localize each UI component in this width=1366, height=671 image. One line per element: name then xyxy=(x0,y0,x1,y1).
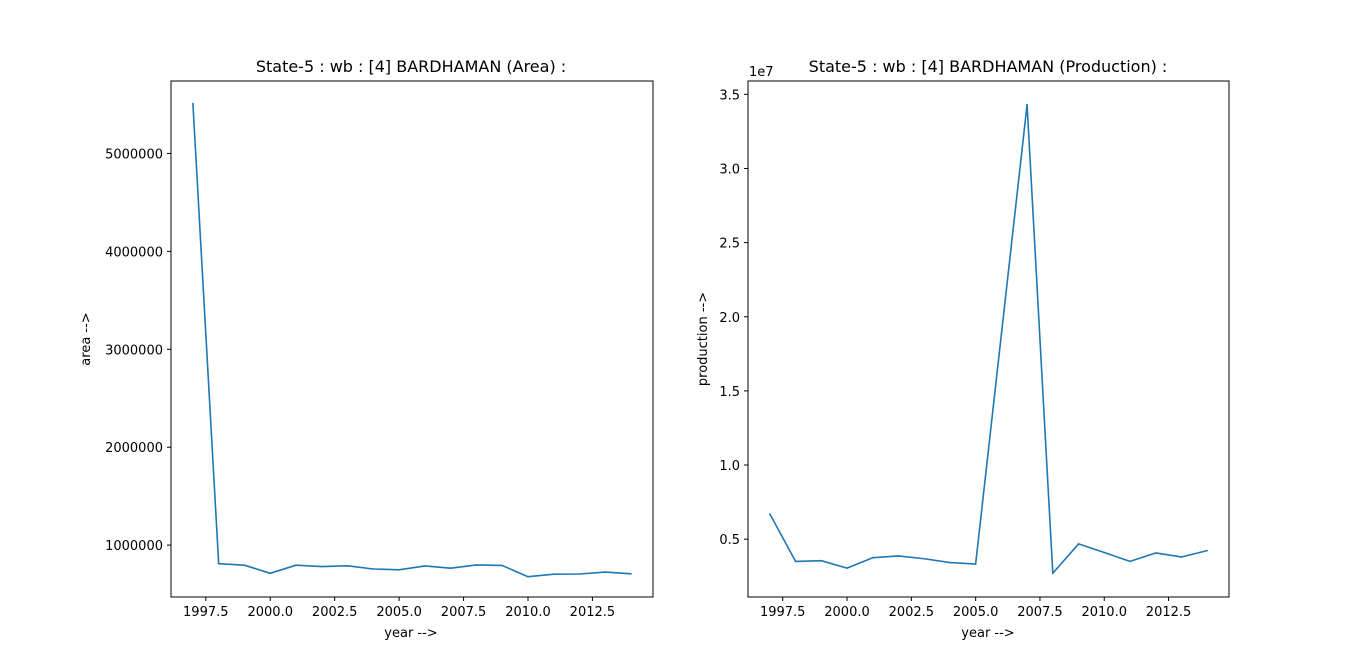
production-chart-data-point xyxy=(1000,333,1003,336)
area-chart-x-tick-label: 2007.5 xyxy=(441,605,487,620)
production-chart-x-ticks: 1997.5 2000.0 2002.5 2005.0 2007.5 2010.0 2012… xyxy=(760,597,1191,620)
area-chart-x-tick-label: 2010.0 xyxy=(505,605,551,620)
area-chart-data-point xyxy=(552,573,555,575)
area-chart-data-point xyxy=(630,572,632,575)
area-chart-data-point xyxy=(372,568,375,570)
production-chart-x-tick-label: 2002.5 xyxy=(889,605,935,620)
area-chart-data-point xyxy=(424,565,426,567)
area-chart-data-point xyxy=(243,564,246,566)
production-chart-y-tick-label: 2.0 xyxy=(719,311,740,326)
production-chart-data-point xyxy=(974,563,977,565)
area-chart-y-axis-label: area --> xyxy=(79,312,94,365)
area-chart-x-tick-label: 2012.5 xyxy=(570,605,616,620)
area-chart-data-point xyxy=(346,564,349,567)
area-chart-data-point xyxy=(398,568,400,571)
production-chart: State-5 : wb : [4] BARDHAMAN (Production… xyxy=(696,57,1230,641)
production-chart-y-tick-label: 3.5 xyxy=(719,88,740,103)
area-chart-y-tick-label: 4000000 xyxy=(105,245,163,260)
area-chart-y-tick-label: 2000000 xyxy=(105,441,163,456)
area-chart-x-tick-label: 2002.5 xyxy=(312,605,358,620)
area-chart-data-point xyxy=(527,575,529,578)
production-chart-x-tick-label: 2010.0 xyxy=(1081,605,1127,620)
production-chart-data-point xyxy=(846,567,848,569)
area-chart-y-ticks: 1000000 2000000 3000000 4000000 5000000 xyxy=(105,147,171,554)
production-chart-plot xyxy=(769,103,1208,575)
area-chart-data-point xyxy=(269,572,272,575)
production-chart-data-point xyxy=(1103,551,1106,554)
area-chart-data-point xyxy=(217,562,220,565)
production-chart-data-point xyxy=(820,559,823,562)
production-chart-x-tick-label: 2012.5 xyxy=(1146,605,1192,620)
production-chart-y-tick-label: 1.5 xyxy=(719,385,740,400)
production-chart-title: State-5 : wb : [4] BARDHAMAN (Production… xyxy=(809,57,1168,76)
production-chart-x-axis-label: year --> xyxy=(961,626,1014,641)
production-chart-data-point xyxy=(769,513,771,515)
area-chart-plot xyxy=(192,102,632,578)
production-chart-data-point xyxy=(897,555,900,557)
production-chart-x-tick-label: 1997.5 xyxy=(760,605,806,620)
area-chart-data-point xyxy=(578,573,581,575)
area-chart-series-line xyxy=(192,103,632,578)
area-chart-x-axis-label: year --> xyxy=(384,626,437,641)
production-chart-data-point xyxy=(949,561,951,564)
area-chart-data-point xyxy=(192,102,194,105)
area-chart-x-tick-label: 2005.0 xyxy=(376,605,422,620)
production-chart-x-tick-label: 2000.0 xyxy=(824,605,870,620)
area-chart-data-point xyxy=(449,567,452,570)
area-chart-x-tick-label: 1997.5 xyxy=(183,605,229,620)
production-chart-data-point xyxy=(1180,556,1183,558)
production-chart-data-point xyxy=(1129,560,1131,563)
area-chart-frame xyxy=(170,80,654,598)
area-chart-y-tick-label: 3000000 xyxy=(105,343,163,358)
production-chart-x-tick-label: 2007.5 xyxy=(1017,605,1063,620)
production-chart-y-tick-label: 2.5 xyxy=(719,237,740,252)
area-chart-data-point xyxy=(295,564,297,566)
production-chart-data-point xyxy=(871,556,874,559)
production-chart-data-point xyxy=(1154,552,1157,554)
area-chart-x-tick-label: 2000.0 xyxy=(247,605,293,620)
production-chart-data-point xyxy=(794,560,797,563)
production-chart-y-tick-label: 0.5 xyxy=(719,533,740,548)
production-chart-y-axis-label: production --> xyxy=(696,292,711,386)
area-chart-data-point xyxy=(475,564,478,566)
area-chart: State-5 : wb : [4] BARDHAMAN (Area) : 19… xyxy=(79,57,654,641)
production-chart-data-point xyxy=(1077,543,1080,545)
area-chart-data-point xyxy=(604,571,607,573)
production-chart-data-point xyxy=(1206,549,1208,552)
area-chart-y-tick-label: 5000000 xyxy=(105,147,163,162)
production-chart-data-point xyxy=(1026,103,1028,106)
area-chart-y-tick-label: 1000000 xyxy=(105,539,163,554)
area-chart-data-point xyxy=(501,564,504,567)
production-chart-frame xyxy=(747,80,1230,598)
production-chart-y-offset: 1e7 xyxy=(749,65,774,80)
area-chart-title: State-5 : wb : [4] BARDHAMAN (Area) : xyxy=(256,57,566,76)
production-chart-data-point xyxy=(923,557,925,560)
production-chart-series-line xyxy=(769,103,1208,575)
area-chart-x-ticks: 1997.5 2000.0 2002.5 2005.0 2007.5 2010.0 2012… xyxy=(183,597,615,620)
area-chart-data-point xyxy=(320,565,323,568)
production-chart-x-tick-label: 2005.0 xyxy=(953,605,999,620)
production-chart-y-tick-label: 3.0 xyxy=(719,162,740,177)
production-chart-y-ticks: 0.5 1.0 1.5 2.0 2.5 3.0 3.5 xyxy=(719,88,748,548)
production-chart-data-point xyxy=(1052,572,1054,575)
production-chart-y-tick-label: 1.0 xyxy=(719,459,740,474)
